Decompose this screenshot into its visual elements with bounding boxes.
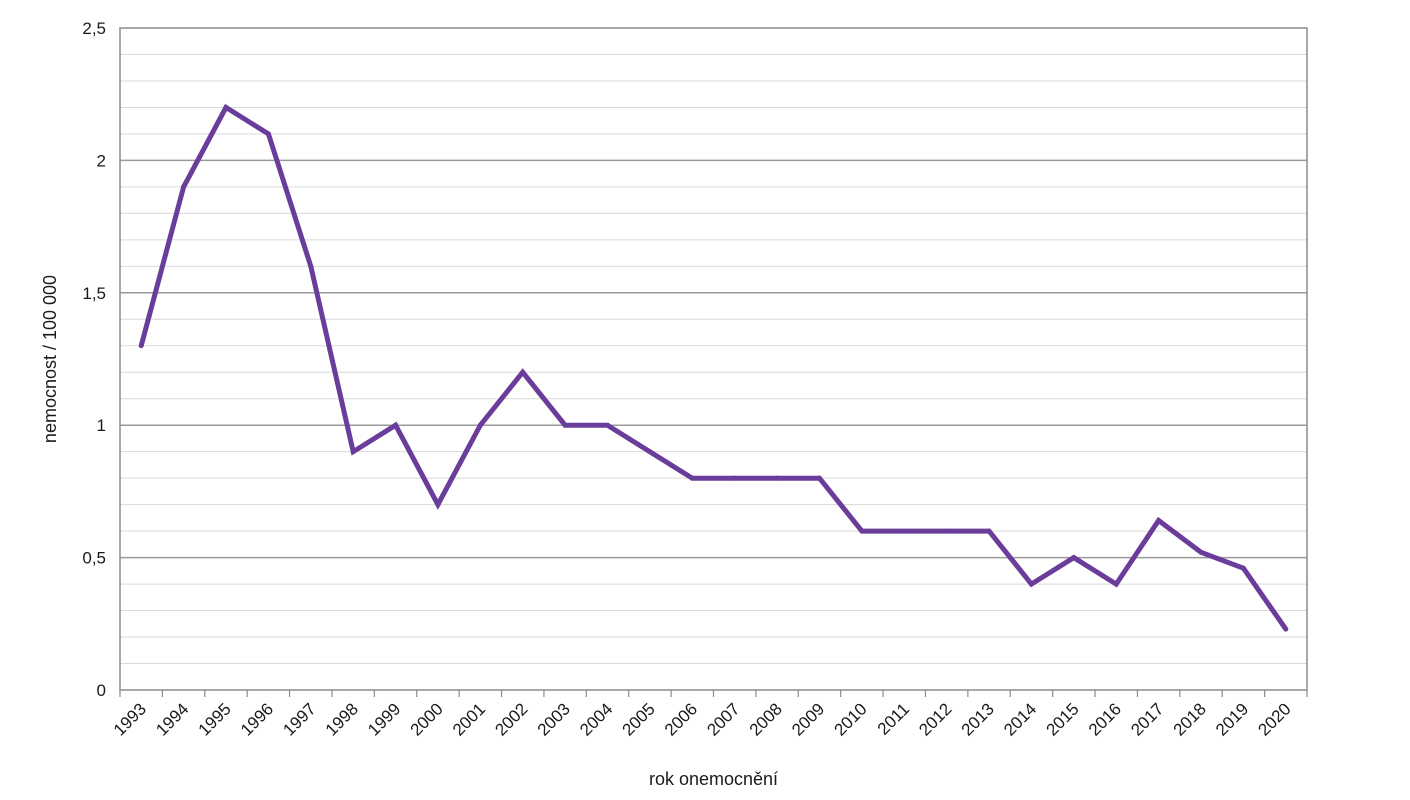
data-point bbox=[308, 263, 314, 269]
data-point bbox=[859, 528, 865, 534]
data-point bbox=[689, 475, 695, 481]
data-point bbox=[435, 502, 441, 508]
data-point bbox=[732, 475, 738, 481]
y-axis: 0 0,5 1 1,5 2 2,5 bbox=[82, 19, 106, 700]
x-tick-label: 1997 bbox=[279, 699, 319, 739]
data-point bbox=[181, 184, 187, 190]
series-layer bbox=[138, 103, 1289, 632]
data-point bbox=[816, 475, 822, 481]
data-point bbox=[774, 475, 780, 481]
x-tick-label: 1998 bbox=[322, 699, 362, 739]
data-point bbox=[138, 343, 144, 349]
grid bbox=[120, 53, 1307, 665]
x-tick-label: 2007 bbox=[703, 699, 743, 739]
plot-area-frame bbox=[119, 27, 1308, 691]
data-point bbox=[477, 422, 483, 428]
data-point bbox=[605, 422, 611, 428]
data-point bbox=[647, 449, 653, 455]
x-tick-label: 2000 bbox=[407, 699, 447, 739]
y-tick-label: 1,5 bbox=[82, 284, 106, 303]
x-tick-label: 2001 bbox=[449, 699, 489, 739]
y-tick-label: 0 bbox=[97, 681, 106, 700]
x-tick-label: 2017 bbox=[1127, 699, 1167, 739]
data-point bbox=[901, 528, 907, 534]
data-point bbox=[1240, 565, 1246, 571]
data-point bbox=[1113, 581, 1119, 587]
y-tick-label: 1 bbox=[97, 416, 106, 435]
data-point bbox=[1198, 549, 1204, 555]
x-tick-label: 2008 bbox=[746, 699, 786, 739]
data-point bbox=[1156, 518, 1162, 524]
x-tick-label: 2002 bbox=[491, 699, 531, 739]
x-tick-label: 2009 bbox=[788, 699, 828, 739]
y-tick-label: 2 bbox=[97, 151, 106, 170]
series-line bbox=[138, 103, 1288, 631]
x-tick-label: 1999 bbox=[364, 699, 404, 739]
x-tick-label: 2018 bbox=[1170, 699, 1210, 739]
y-tick-label: 2,5 bbox=[82, 19, 106, 38]
x-tick-label: 2013 bbox=[958, 699, 998, 739]
x-tick-label: 2004 bbox=[576, 699, 616, 739]
data-point bbox=[520, 369, 526, 375]
x-tick-label: 2015 bbox=[1042, 699, 1082, 739]
x-tick-label: 1996 bbox=[237, 699, 277, 739]
x-tick-label: 2010 bbox=[831, 699, 871, 739]
data-point bbox=[223, 104, 229, 110]
x-tick-label: 2005 bbox=[619, 699, 659, 739]
data-point bbox=[265, 131, 271, 137]
x-tick-label: 1994 bbox=[152, 699, 192, 739]
data-point bbox=[1028, 581, 1034, 587]
data-point bbox=[393, 422, 399, 428]
data-point bbox=[986, 528, 992, 534]
x-tick-label: 2012 bbox=[915, 699, 955, 739]
y-axis-title: nemocnost / 100 000 bbox=[40, 275, 60, 443]
x-tick-label: 2006 bbox=[661, 699, 701, 739]
x-tick-label: 2019 bbox=[1212, 699, 1252, 739]
x-tick-label: 1995 bbox=[195, 699, 235, 739]
x-axis: 1993 1994 1995 1996 1997 1998 1999 2000 2001 2002… bbox=[110, 690, 1308, 740]
y-tick-label: 0,5 bbox=[82, 549, 106, 568]
x-tick-label: 2014 bbox=[1000, 699, 1040, 739]
x-axis-title: rok onemocnění bbox=[649, 769, 778, 789]
x-tick-label: 2011 bbox=[874, 699, 913, 738]
x-tick-label: 1993 bbox=[110, 699, 150, 739]
data-point bbox=[1071, 555, 1077, 561]
x-tick-label: 2003 bbox=[534, 699, 574, 739]
data-point bbox=[944, 528, 950, 534]
x-tick-label: 2016 bbox=[1085, 699, 1125, 739]
data-point bbox=[562, 422, 568, 428]
x-tick-label: 2020 bbox=[1254, 699, 1294, 739]
data-point bbox=[1283, 626, 1289, 632]
data-point bbox=[350, 449, 356, 455]
